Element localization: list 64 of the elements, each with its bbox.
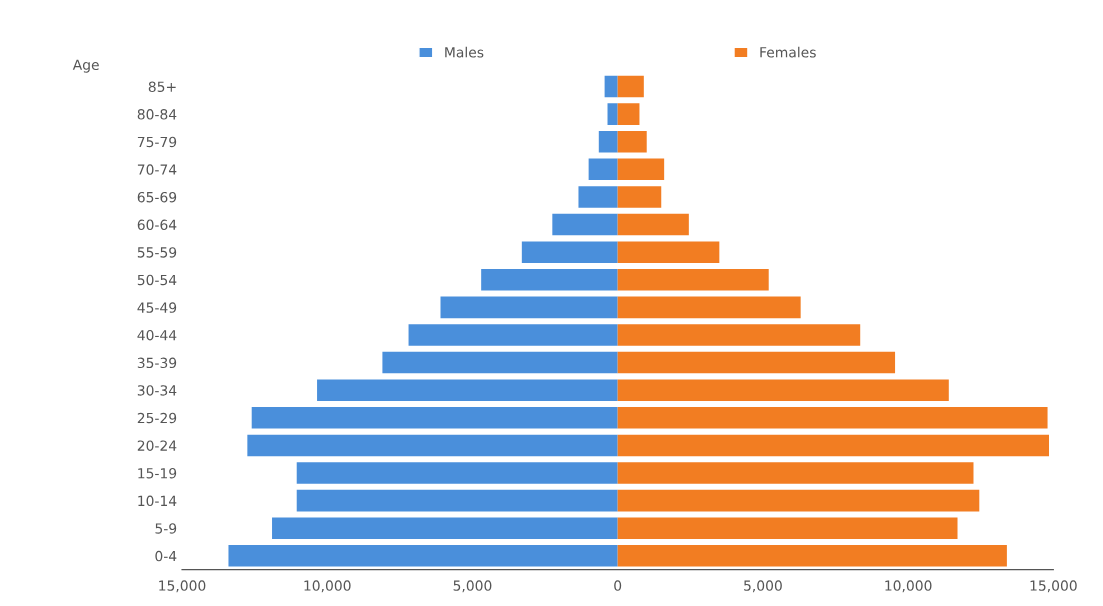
y-tick-label: 50-54 [137, 274, 177, 286]
bar [408, 324, 618, 346]
y-tick-label: 45-49 [137, 302, 177, 313]
bar [296, 462, 618, 484]
y-tick-label: 75-79 [137, 136, 177, 148]
bar [617, 269, 769, 291]
bar [617, 241, 720, 263]
y-tick-label: 70-74 [137, 164, 177, 175]
bar [521, 241, 618, 263]
x-tick-label: 10,000 [304, 580, 351, 593]
y-tick-label: 80-84 [137, 109, 177, 120]
bar [617, 75, 644, 98]
bar [481, 269, 618, 291]
bar [617, 186, 662, 208]
bar [617, 351, 896, 374]
x-tick-label: 0 [614, 580, 622, 591]
bar [617, 379, 949, 401]
legend-label: Females [760, 46, 816, 58]
y-tick-label: 30-34 [137, 385, 177, 396]
bar [578, 186, 618, 208]
y-axis-title: Age [72, 59, 99, 73]
bar [617, 517, 958, 539]
bar [617, 158, 665, 181]
bar [617, 407, 1048, 429]
y-tick-label: 10-14 [138, 495, 177, 507]
bar [247, 434, 618, 457]
bar [588, 158, 618, 181]
y-tick-label: 25-29 [137, 412, 177, 424]
x-tick-label: 5,000 [744, 580, 782, 593]
bar [598, 130, 618, 153]
bar [604, 75, 618, 98]
y-tick-label: 55-59 [137, 247, 177, 258]
bar [228, 545, 618, 567]
bar [552, 213, 618, 236]
bar [617, 489, 980, 512]
y-tick-label: 35-39 [137, 357, 177, 369]
y-tick-label: 85+ [148, 81, 176, 92]
y-tick-label: 65-69 [137, 191, 177, 203]
legend-label: Males [445, 46, 484, 58]
bar [617, 103, 640, 125]
bar [317, 379, 618, 401]
bar [617, 324, 861, 346]
x-tick-label: 10,000 [885, 580, 932, 593]
y-tick-label: 0-4 [155, 550, 177, 562]
bar [617, 462, 974, 484]
bar [617, 434, 1050, 457]
bar [296, 489, 618, 512]
y-tick-label: 15-19 [138, 467, 177, 479]
y-tick-label: 60-64 [137, 219, 177, 231]
bar [617, 213, 689, 236]
bar [440, 296, 618, 319]
bar [272, 517, 618, 539]
bar [251, 407, 618, 429]
bar [607, 103, 618, 125]
bar [617, 130, 647, 153]
x-tick-label: 15,000 [1030, 580, 1077, 593]
x-tick-label: 5,000 [453, 580, 492, 593]
y-tick-label: 20-24 [137, 440, 177, 451]
bar [617, 545, 1007, 567]
bar [382, 351, 618, 374]
bar [617, 296, 801, 319]
y-tick-label: 5-9 [155, 523, 177, 534]
x-tick-label: 15,000 [159, 580, 206, 593]
y-tick-label: 40-44 [137, 329, 177, 341]
